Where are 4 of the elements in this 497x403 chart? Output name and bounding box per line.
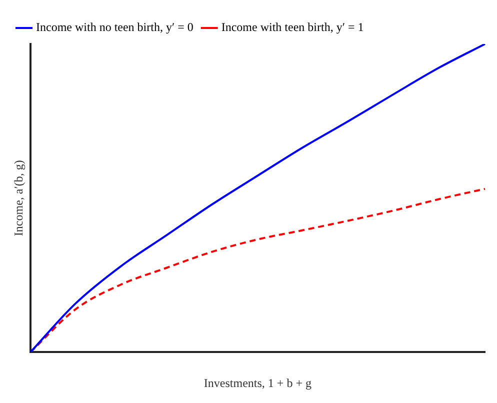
x-axis-title: Investments, 1 + b + g — [204, 376, 312, 390]
legend-label: Income with teen birth, y′ = 1 — [221, 20, 364, 34]
legend-label: Income with no teen birth, y′ = 0 — [36, 20, 194, 34]
y-axis-title: Income, a′(b, g) — [11, 160, 26, 236]
